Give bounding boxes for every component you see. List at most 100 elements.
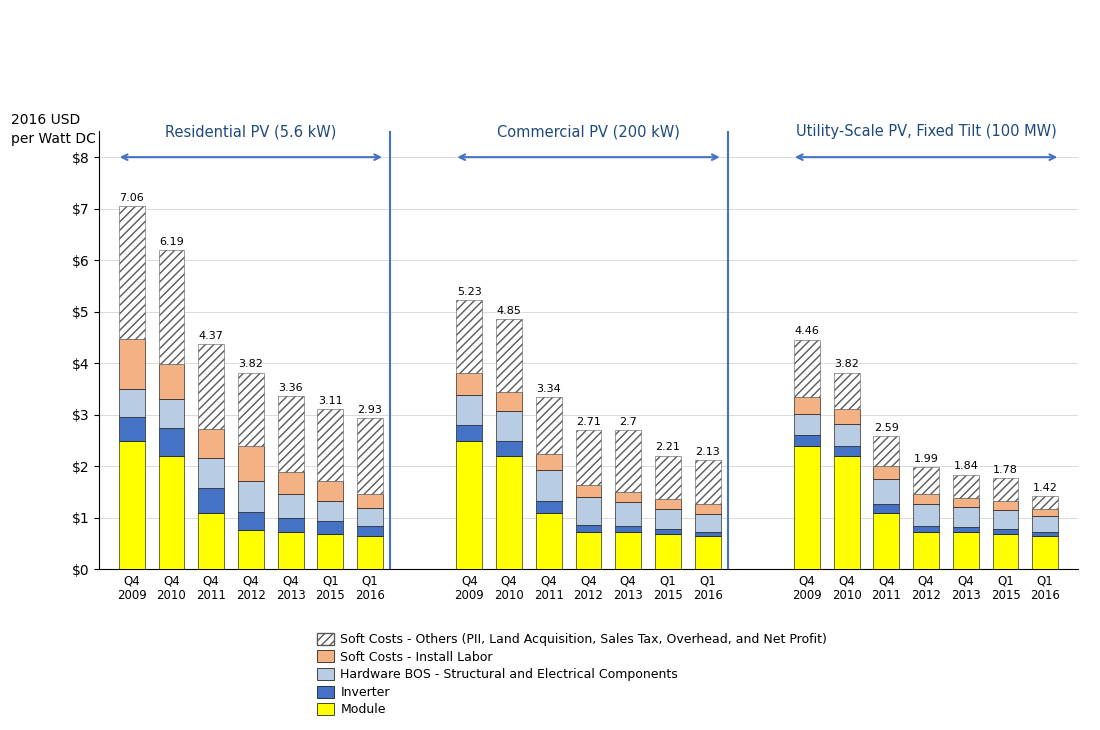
Bar xyxy=(119,206,145,339)
Bar xyxy=(654,509,681,529)
Bar xyxy=(834,409,859,424)
Bar xyxy=(695,537,721,569)
Bar xyxy=(992,502,1019,510)
Bar xyxy=(873,504,900,512)
Bar xyxy=(277,472,304,493)
Bar xyxy=(654,534,681,569)
Bar xyxy=(158,364,185,399)
Text: 2.93: 2.93 xyxy=(358,405,383,415)
Text: 2.13: 2.13 xyxy=(695,447,721,456)
Bar xyxy=(575,485,602,496)
Bar xyxy=(318,521,343,534)
Bar xyxy=(318,409,343,481)
Bar xyxy=(536,470,562,502)
Bar xyxy=(158,250,185,364)
Bar xyxy=(695,531,721,537)
Bar xyxy=(158,428,185,456)
Bar xyxy=(358,418,383,493)
Text: 4.37: 4.37 xyxy=(199,331,223,341)
Legend: Soft Costs - Others (PII, Land Acquisition, Sales Tax, Overhead, and Net Profit): Soft Costs - Others (PII, Land Acquisiti… xyxy=(317,633,827,716)
Text: Utility-Scale PV, Fixed Tilt (100 MW): Utility-Scale PV, Fixed Tilt (100 MW) xyxy=(795,124,1056,139)
Bar xyxy=(794,446,820,569)
Bar xyxy=(953,474,979,498)
Bar xyxy=(358,537,383,569)
Bar xyxy=(456,395,482,425)
Bar xyxy=(953,526,979,532)
Text: Commercial PV (200 kW): Commercial PV (200 kW) xyxy=(497,124,680,139)
Bar xyxy=(358,508,383,526)
Text: 4.46: 4.46 xyxy=(794,326,820,337)
Bar xyxy=(615,532,641,569)
Bar xyxy=(198,429,224,458)
Bar xyxy=(536,502,562,512)
Bar xyxy=(913,493,939,504)
Bar xyxy=(238,372,264,446)
Bar xyxy=(575,532,602,569)
Bar xyxy=(119,339,145,389)
Bar xyxy=(615,526,641,532)
Bar xyxy=(834,456,859,569)
Bar xyxy=(158,399,185,428)
Bar xyxy=(318,481,343,501)
Bar xyxy=(1032,531,1058,537)
Bar xyxy=(913,532,939,569)
Text: 1.84: 1.84 xyxy=(954,461,978,472)
Text: Residential PV (5.6 kW): Residential PV (5.6 kW) xyxy=(165,124,337,139)
Bar xyxy=(1032,516,1058,531)
Bar xyxy=(1032,496,1058,509)
Bar xyxy=(654,529,681,534)
Bar xyxy=(992,529,1019,534)
Bar xyxy=(238,530,264,569)
Bar xyxy=(496,411,522,441)
Bar xyxy=(198,458,224,488)
Bar xyxy=(695,504,721,514)
Bar xyxy=(318,501,343,521)
Bar xyxy=(277,396,304,472)
Bar xyxy=(496,456,522,569)
Text: 3.11: 3.11 xyxy=(318,396,343,406)
Text: 1.99: 1.99 xyxy=(914,454,938,464)
Bar xyxy=(615,491,641,502)
Bar xyxy=(238,446,264,481)
Bar xyxy=(992,477,1019,502)
Bar xyxy=(615,430,641,491)
Bar xyxy=(654,456,681,499)
Bar xyxy=(158,456,185,569)
Bar xyxy=(119,389,145,418)
Bar xyxy=(575,430,602,485)
Bar xyxy=(913,504,939,526)
Bar xyxy=(575,496,602,525)
Text: 2.59: 2.59 xyxy=(873,423,899,433)
Text: 2016 USD
per Watt DC: 2016 USD per Watt DC xyxy=(11,113,96,145)
Bar xyxy=(456,441,482,569)
Bar xyxy=(873,436,900,466)
Text: 1.42: 1.42 xyxy=(1033,483,1058,493)
Text: 5.23: 5.23 xyxy=(456,287,482,297)
Bar xyxy=(992,510,1019,529)
Bar xyxy=(456,300,482,373)
Bar xyxy=(119,441,145,569)
Bar xyxy=(615,502,641,526)
Bar xyxy=(834,372,859,409)
Bar xyxy=(456,373,482,395)
Bar xyxy=(456,425,482,441)
Text: 3.34: 3.34 xyxy=(537,384,561,394)
Bar xyxy=(953,507,979,526)
Bar xyxy=(536,454,562,470)
Bar xyxy=(318,534,343,569)
Bar xyxy=(913,526,939,532)
Bar xyxy=(794,435,820,446)
Bar xyxy=(1032,537,1058,569)
Bar xyxy=(496,320,522,391)
Bar xyxy=(873,466,900,479)
Text: 1.78: 1.78 xyxy=(993,464,1018,475)
Bar xyxy=(794,339,820,397)
Bar xyxy=(496,391,522,411)
Bar xyxy=(277,493,304,518)
Bar xyxy=(1032,509,1058,516)
Bar xyxy=(654,499,681,509)
Bar xyxy=(695,460,721,504)
Text: 2.7: 2.7 xyxy=(619,417,637,427)
Text: 2.71: 2.71 xyxy=(576,417,601,426)
Bar xyxy=(913,467,939,493)
